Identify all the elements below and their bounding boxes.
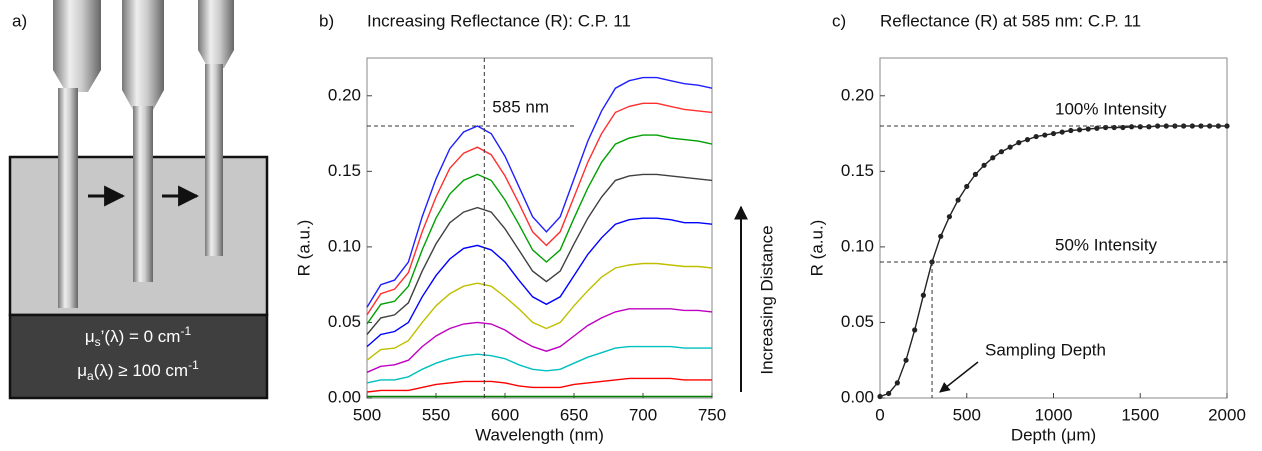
series-line xyxy=(366,102,713,316)
point xyxy=(1007,144,1013,150)
x-tick-label: 500 xyxy=(953,405,981,424)
point xyxy=(1076,127,1083,133)
point xyxy=(1085,126,1091,132)
point xyxy=(972,171,979,177)
point xyxy=(1189,123,1195,129)
superscript: -1 xyxy=(180,324,191,338)
subscript: s xyxy=(95,335,101,349)
x-tick-label: 600 xyxy=(491,405,519,424)
point xyxy=(1024,137,1031,143)
point xyxy=(903,357,909,363)
panel-label: c) xyxy=(832,11,846,30)
series-line xyxy=(366,377,712,393)
panel-label: a) xyxy=(12,11,27,30)
point xyxy=(1068,127,1074,134)
point xyxy=(1094,125,1100,131)
point xyxy=(912,327,918,333)
subscript: a xyxy=(87,369,94,383)
point xyxy=(1198,123,1204,129)
y-tick-label: 0.15 xyxy=(328,161,361,180)
arrow xyxy=(939,361,979,393)
point xyxy=(1033,133,1039,140)
series-line xyxy=(366,345,712,384)
point xyxy=(1155,123,1161,129)
text: ’(λ) = 0 cm xyxy=(101,327,181,346)
symbol: μ xyxy=(77,361,87,380)
point xyxy=(990,155,996,161)
point xyxy=(877,393,883,400)
x-axis-label: Wavelength (nm) xyxy=(475,425,604,444)
x-tick-label: 0 xyxy=(875,405,884,424)
point xyxy=(1016,140,1022,146)
point xyxy=(1042,132,1048,138)
point xyxy=(1146,124,1152,130)
annotation: Sampling Depth xyxy=(985,340,1106,359)
y-tick-label: 0.05 xyxy=(328,312,361,331)
point xyxy=(1137,124,1143,130)
panel-label: b) xyxy=(319,11,334,30)
text: (λ) ≥ 100 cm xyxy=(94,361,188,380)
panel-a: a) μs’(λ) = 0 cm-1 μa(λ) ≥ 100 cm-1 xyxy=(8,0,269,400)
x-tick-label: 650 xyxy=(560,405,588,424)
mu-s: μs’(λ) = 0 cm-1 xyxy=(85,324,192,349)
absorber xyxy=(8,313,269,400)
series-line xyxy=(366,262,713,361)
series-line xyxy=(366,308,713,373)
chart-title: Reflectance (R) at 585 nm: C.P. 11 xyxy=(880,11,1141,30)
series-line xyxy=(366,76,713,308)
x-tick-label: 750 xyxy=(698,405,726,424)
mu-a: μa(λ) ≥ 100 cm-1 xyxy=(77,358,199,383)
point xyxy=(946,214,953,220)
x-tick-label: 700 xyxy=(629,405,657,424)
x-tick-label: 550 xyxy=(422,405,450,424)
point xyxy=(1128,124,1135,130)
series-line xyxy=(366,173,713,335)
x-axis-label: Depth (μm) xyxy=(1011,425,1096,444)
y-tick-label: 0.00 xyxy=(328,387,361,406)
annotation: 100% Intensity xyxy=(1055,99,1167,118)
point xyxy=(964,183,970,190)
y-tick-label: 0.20 xyxy=(328,85,361,104)
point xyxy=(1050,130,1057,137)
x-tick-label: 1000 xyxy=(1035,405,1073,424)
y-tick-label: 0.10 xyxy=(328,236,361,255)
y-tick-label: 0.20 xyxy=(841,85,874,104)
y-axis-label: R (a.u.) xyxy=(294,220,313,277)
point xyxy=(955,197,961,203)
point xyxy=(998,149,1005,155)
y-tick-label: 0.10 xyxy=(841,236,874,255)
point xyxy=(894,380,900,386)
annotation: 585 nm xyxy=(492,97,549,116)
y-tick-label: 0.00 xyxy=(841,387,874,406)
x-tick-label: 2000 xyxy=(1208,405,1246,424)
series-line xyxy=(366,217,713,348)
y-axis-label: R (a.u.) xyxy=(807,220,826,277)
probes xyxy=(53,0,234,308)
annotation: 50% Intensity xyxy=(1055,235,1158,254)
y-tick-label: 0.15 xyxy=(841,161,874,180)
series-line xyxy=(366,134,713,325)
point xyxy=(981,162,987,168)
plot-frame xyxy=(366,57,713,399)
superscript: -1 xyxy=(188,358,199,372)
annotation: Increasing Distance xyxy=(757,225,776,374)
point xyxy=(1163,123,1169,129)
y-tick-label: 0.05 xyxy=(841,312,874,331)
x-tick-label: 500 xyxy=(353,405,381,424)
point xyxy=(920,292,926,298)
x-tick-label: 1500 xyxy=(1121,405,1159,424)
point xyxy=(938,233,944,239)
point xyxy=(886,390,892,397)
symbol: μ xyxy=(85,327,95,346)
chart-title: Increasing Reflectance (R): C.P. 11 xyxy=(367,11,631,30)
point xyxy=(1059,129,1065,135)
